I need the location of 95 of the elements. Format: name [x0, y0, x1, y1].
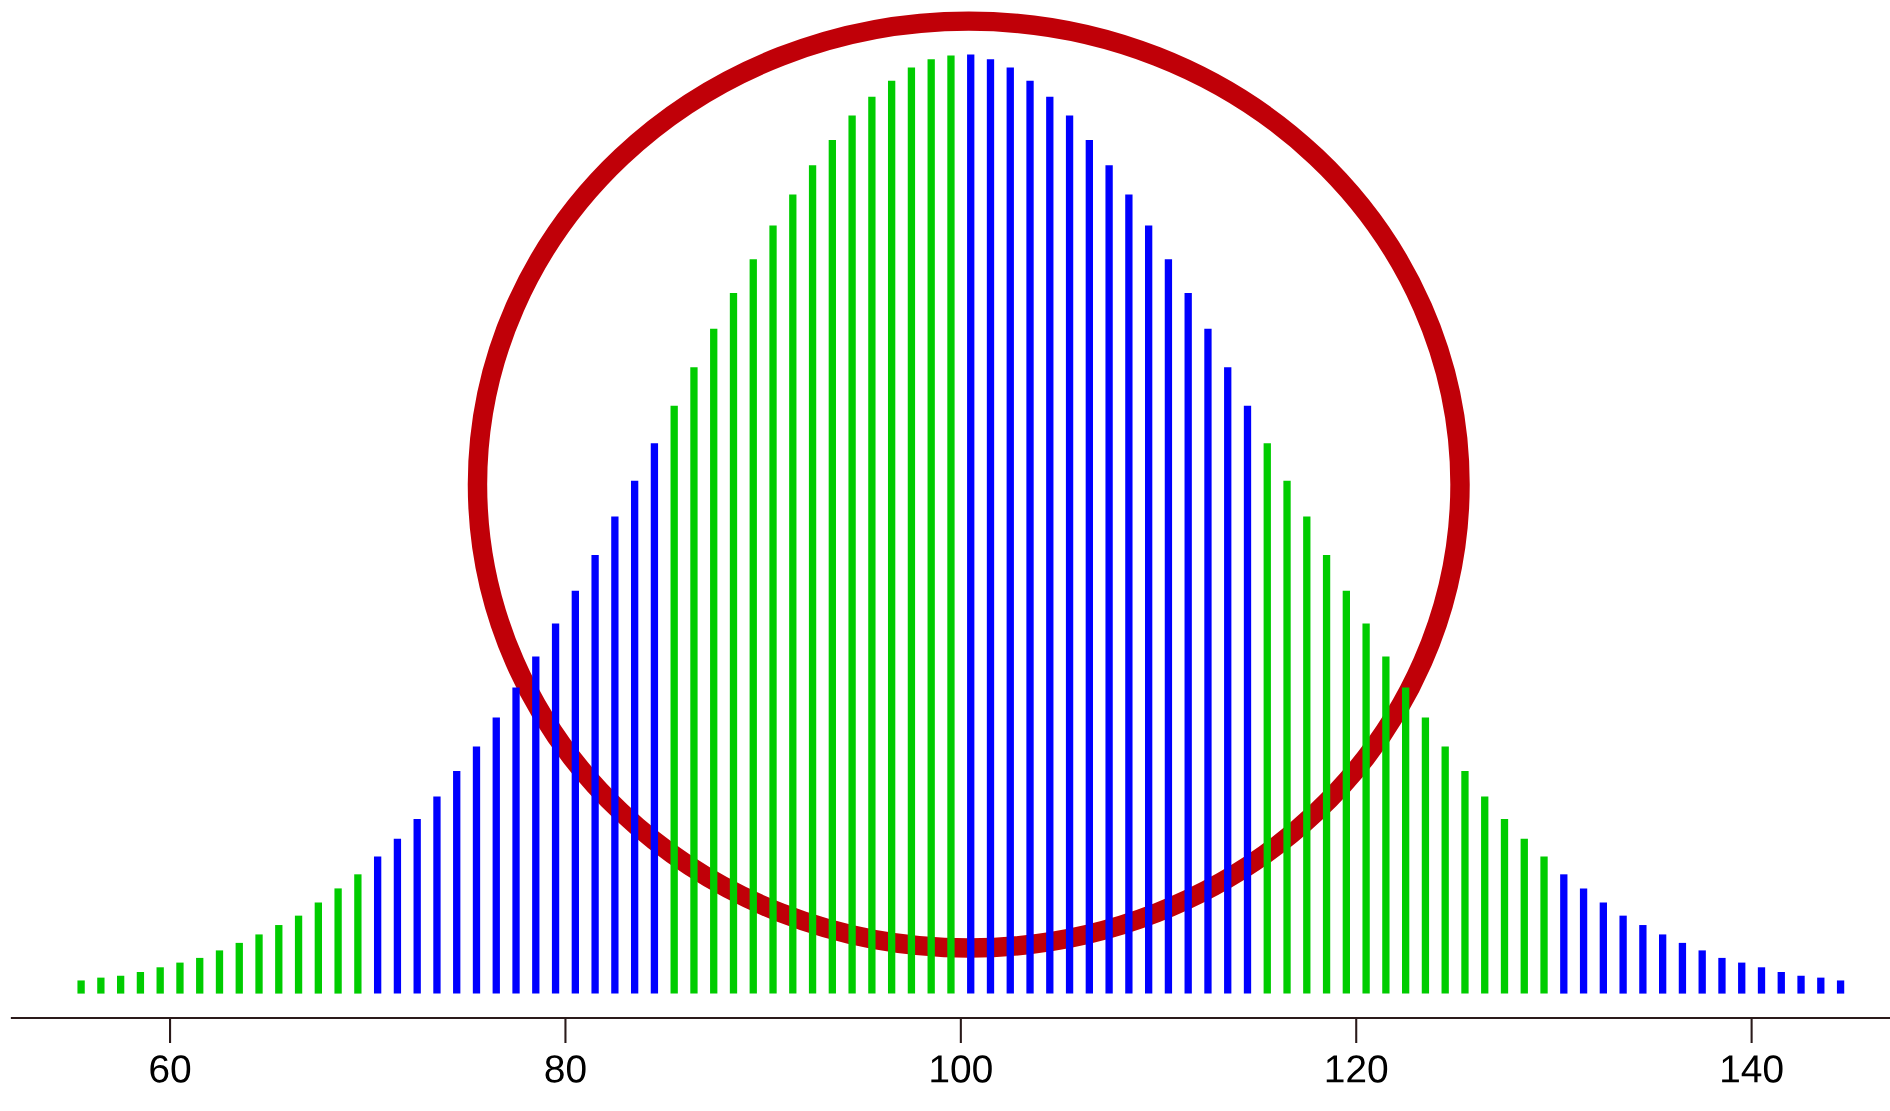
bar — [1757, 967, 1766, 994]
bar — [275, 925, 283, 994]
bar — [986, 59, 995, 994]
bar — [413, 818, 421, 994]
bar — [1797, 975, 1805, 994]
x-tick-label: 120 — [1326, 1055, 1388, 1083]
bar — [551, 623, 560, 994]
bar — [868, 96, 876, 994]
bar — [472, 746, 481, 994]
bar — [670, 405, 678, 994]
bar — [1144, 225, 1153, 994]
bar — [97, 977, 105, 994]
bar — [1540, 856, 1548, 994]
bar — [1382, 656, 1390, 994]
bar — [1401, 687, 1410, 994]
bar — [1243, 405, 1252, 994]
bar — [1283, 480, 1291, 994]
bar — [1164, 259, 1173, 994]
bar — [1342, 590, 1350, 994]
bar — [591, 555, 599, 994]
bar — [630, 480, 639, 994]
bar — [1303, 516, 1311, 994]
bar — [512, 687, 520, 994]
bar — [1421, 717, 1430, 994]
bar — [1224, 367, 1232, 994]
bar — [571, 590, 579, 994]
bar — [77, 980, 85, 994]
bar — [1777, 971, 1785, 994]
bar — [433, 796, 441, 994]
x-tick-label: 80 — [545, 1055, 586, 1083]
bar — [354, 874, 362, 994]
bar — [1817, 977, 1825, 994]
bar — [1836, 980, 1845, 994]
x-tick-label: 100 — [931, 1055, 992, 1083]
bar — [136, 971, 145, 994]
bar — [1006, 67, 1014, 994]
bar — [1125, 194, 1133, 994]
bar — [235, 942, 243, 994]
bar — [1184, 293, 1192, 994]
bar — [1678, 942, 1687, 994]
bar — [967, 54, 975, 994]
bar — [710, 328, 718, 994]
bar — [947, 55, 955, 994]
bar — [848, 115, 856, 994]
bar — [789, 194, 797, 994]
bar — [116, 975, 125, 994]
bar — [749, 259, 757, 994]
bar — [492, 717, 500, 994]
bar — [650, 443, 659, 994]
bar — [690, 367, 698, 994]
bar — [156, 967, 164, 994]
bar — [1718, 957, 1726, 994]
bar — [1046, 96, 1054, 994]
bar — [887, 80, 896, 994]
bar — [808, 165, 817, 994]
bar — [393, 838, 402, 994]
bar — [314, 902, 322, 994]
bar — [215, 950, 224, 994]
bar — [1599, 902, 1607, 994]
bar — [1322, 555, 1331, 994]
bar — [1105, 165, 1113, 994]
bar — [453, 771, 461, 994]
bar — [828, 139, 836, 994]
bar — [1204, 328, 1212, 994]
bar — [1362, 623, 1370, 994]
bar — [255, 934, 263, 994]
bar — [1560, 874, 1568, 994]
bar — [1520, 838, 1528, 994]
bar — [729, 293, 738, 994]
bar — [294, 915, 303, 994]
bar — [532, 656, 540, 994]
bar — [1500, 818, 1509, 994]
bar — [1461, 771, 1469, 994]
bar — [1065, 115, 1074, 994]
bar — [769, 225, 777, 994]
x-tick-label: 60 — [150, 1055, 191, 1083]
bar — [1639, 925, 1647, 994]
bar — [611, 516, 619, 994]
bar — [1085, 139, 1093, 994]
bar — [1738, 962, 1746, 994]
bar — [334, 888, 342, 994]
bar — [927, 59, 935, 994]
bar — [1441, 746, 1449, 994]
x-tick-label: 140 — [1722, 1055, 1783, 1083]
bar — [1579, 888, 1588, 994]
bar — [373, 856, 382, 994]
bar — [196, 957, 204, 994]
bar — [1263, 443, 1271, 994]
bar — [1481, 796, 1489, 994]
bar — [1026, 80, 1034, 994]
bar — [1698, 950, 1706, 994]
bar — [176, 962, 184, 994]
bar — [1658, 934, 1667, 994]
bar — [1619, 915, 1627, 994]
bar — [907, 67, 916, 994]
